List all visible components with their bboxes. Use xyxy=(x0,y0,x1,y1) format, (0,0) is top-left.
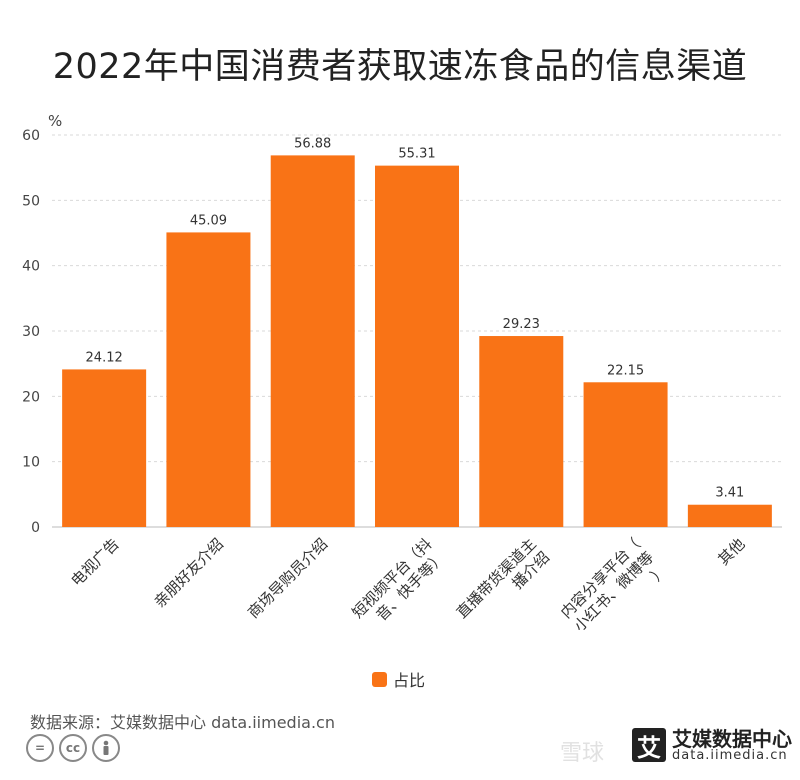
x-tick-label-text: 内容分享平台（小红书、微博等） xyxy=(557,535,671,649)
x-tick-label: 内容分享平台（小红书、微博等） xyxy=(557,535,671,649)
x-tick-label-text: 直播带货渠道主播介绍 xyxy=(453,535,553,635)
chart-title: 2022年中国消费者获取速冻食品的信息渠道 xyxy=(52,47,748,87)
bar xyxy=(479,336,564,527)
data-label: 56.88 xyxy=(294,136,331,151)
data-label: 24.12 xyxy=(86,350,123,365)
bar xyxy=(375,165,459,527)
legend-label: 占比 xyxy=(393,671,426,690)
x-tick-label-line: 商场导购员介绍 xyxy=(244,535,331,622)
cc-icon: cc xyxy=(59,734,87,762)
x-tick-label: 亲朋好友介绍 xyxy=(151,535,227,611)
brand-logo-icon: 艾 xyxy=(632,728,666,762)
x-axis: 电视广告 亲朋好友介绍 商场导购员介绍 短视频平台（抖音、快手等） 直播带货渠道主播介绍… xyxy=(68,535,749,649)
bar xyxy=(62,369,147,527)
y-axis: 0 10 20 30 40 50 60% xyxy=(22,112,782,536)
y-tick-label: 10 xyxy=(22,455,40,471)
x-tick-label: 商场导购员介绍 xyxy=(244,535,331,622)
bar-chart: 0 10 20 30 40 50 60% 24.12 45.09 56.88 55.31 29.23… xyxy=(22,112,782,649)
source-text: 数据来源：艾媒数据中心 data.iimedia.cn xyxy=(30,713,335,732)
y-tick-label: 50 xyxy=(22,193,40,209)
cc-equal-icon: = xyxy=(26,734,54,762)
x-tick-label-line: 亲朋好友介绍 xyxy=(151,535,227,611)
y-unit-label: % xyxy=(48,112,62,130)
bar xyxy=(270,155,355,527)
data-label: 29.23 xyxy=(503,317,540,332)
legend: 占比 xyxy=(372,667,425,691)
brand-name: 艾媒数据中心 xyxy=(672,726,792,751)
x-tick-label-text: 亲朋好友介绍 xyxy=(151,535,227,611)
y-tick-label: 60 xyxy=(22,128,40,144)
x-tick-label: 电视广告 xyxy=(68,535,123,590)
watermark: 雪球 xyxy=(560,741,605,766)
x-tick-label-text: 短视频平台（抖音、快手等） xyxy=(349,535,449,635)
x-tick-label-line: 电视广告 xyxy=(68,535,123,590)
y-tick-label: 20 xyxy=(22,389,40,405)
y-tick-label: 40 xyxy=(22,259,40,275)
y-tick-label: 0 xyxy=(31,520,40,536)
x-tick-label-text: 商场导购员介绍 xyxy=(244,535,331,622)
data-label: 55.31 xyxy=(398,147,435,162)
bar xyxy=(583,382,668,527)
bars xyxy=(62,155,772,528)
x-tick-label-line: 其他 xyxy=(714,535,748,569)
bar xyxy=(687,504,772,527)
brand: 艾 艾媒数据中心 data.iimedia.cn xyxy=(632,728,792,762)
x-tick-label: 直播带货渠道主播介绍 xyxy=(453,535,553,635)
data-label: 22.15 xyxy=(607,363,644,378)
bar xyxy=(166,232,251,528)
data-label: 3.41 xyxy=(715,486,744,501)
y-tick-label: 30 xyxy=(22,324,40,340)
x-tick-label-text: 其他 xyxy=(714,535,748,569)
legend-swatch xyxy=(372,671,387,687)
data-label: 45.09 xyxy=(190,213,227,228)
brand-url: data.iimedia.cn xyxy=(672,747,788,763)
x-tick-label: 其他 xyxy=(714,535,748,569)
license-icons: = cc xyxy=(26,734,120,762)
x-tick-label-text: 电视广告 xyxy=(68,535,123,590)
data-labels: 24.12 45.09 56.88 55.31 29.23 22.15 3.41 xyxy=(86,136,745,500)
cc-by-person-icon xyxy=(92,734,120,762)
x-tick-label: 短视频平台（抖音、快手等） xyxy=(349,535,449,635)
